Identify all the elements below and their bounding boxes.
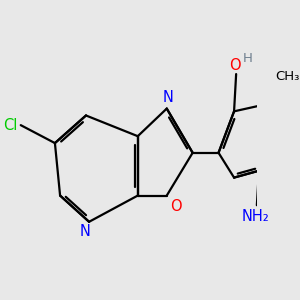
Text: N: N (80, 224, 91, 239)
Text: H: H (243, 52, 253, 65)
Text: Cl: Cl (3, 118, 17, 133)
Text: N: N (163, 90, 173, 105)
Text: O: O (170, 199, 182, 214)
Text: NH₂: NH₂ (242, 209, 269, 224)
Text: CH₃: CH₃ (275, 70, 299, 83)
Text: O: O (229, 58, 241, 73)
